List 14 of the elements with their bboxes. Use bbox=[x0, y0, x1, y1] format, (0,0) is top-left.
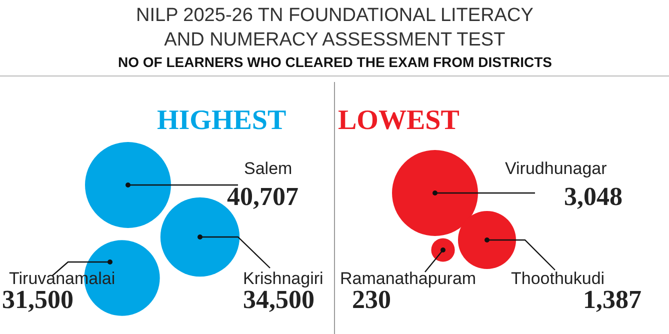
data-label: 3,048 bbox=[564, 182, 622, 211]
category-label: Virudhunagar bbox=[505, 159, 608, 178]
text: LOWEST bbox=[338, 105, 460, 136]
text: NILP 2025-26 TN FOUNDATIONAL LITERACY AND NUMERACY ASSESSMENT TEST bbox=[136, 5, 534, 51]
text: HIGHEST bbox=[157, 105, 286, 136]
data-label: 31,500 bbox=[2, 285, 74, 314]
category-label: Ramanathapuram bbox=[340, 269, 476, 288]
data-label: 1,387 bbox=[583, 285, 642, 314]
data-label: 230 bbox=[352, 285, 391, 314]
category-label: Thoothukudi bbox=[511, 269, 605, 288]
category-label: Salem bbox=[244, 159, 292, 178]
data-label: 40,707 bbox=[227, 182, 298, 211]
text: NO OF LEARNERS WHO CLEARED THE EXAM FROM DISTRICTS bbox=[118, 54, 552, 70]
category-label: Krishnagiri bbox=[243, 269, 324, 288]
